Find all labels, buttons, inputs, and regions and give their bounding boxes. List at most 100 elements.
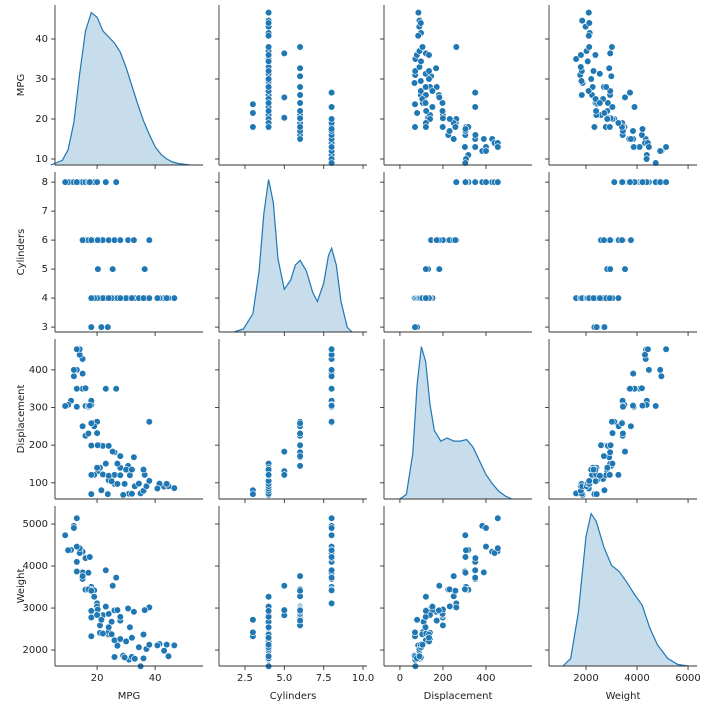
y-tick-label: 30 [35, 74, 48, 85]
scatter-point [249, 628, 257, 637]
scatter-point [105, 623, 113, 631]
scatter-point [606, 236, 614, 244]
y-tick-label: 20 [35, 114, 48, 125]
y-tick-label: 3 [42, 322, 48, 333]
scatter-point [94, 265, 102, 273]
scatter-point [482, 542, 490, 551]
scatter-point [439, 123, 447, 131]
scatter-point [265, 607, 273, 615]
scatter-point [328, 586, 336, 595]
scatter-point [618, 419, 626, 427]
scatter-point [600, 323, 609, 331]
scatter-point [139, 654, 148, 663]
scatter-point [296, 572, 304, 580]
scatter-point [70, 524, 78, 532]
scatter-point [265, 123, 273, 131]
scatter-point [93, 178, 101, 186]
scatter-point [265, 9, 273, 17]
scatter-point [435, 606, 443, 615]
scatter-point [265, 19, 273, 27]
scatter-point [644, 345, 652, 353]
scatter-point [414, 9, 423, 17]
scatter-point [107, 477, 116, 485]
scatter-point [153, 641, 161, 650]
kde-area [234, 179, 352, 332]
scatter-point [411, 628, 419, 637]
scatter-point [494, 544, 502, 552]
scatter-point [614, 294, 623, 302]
scatter-point [113, 480, 121, 488]
scatter-point [119, 491, 127, 499]
scatter-point [328, 531, 336, 539]
scatter-point [280, 114, 288, 122]
scatter-point [122, 637, 130, 646]
scatter-point [249, 100, 257, 108]
scatter-point [87, 471, 95, 479]
scatter-point [81, 384, 90, 392]
scatter-point [471, 573, 479, 582]
scatter-point [452, 43, 460, 51]
scatter-point [145, 418, 153, 426]
scatter-point [328, 143, 336, 151]
scatter-point [411, 100, 419, 108]
scatter-point [86, 553, 94, 561]
scatter-point [451, 587, 460, 595]
scatter-point [249, 109, 257, 117]
scatter-point [163, 640, 171, 649]
x-tick-label: 7.5 [316, 673, 332, 684]
scatter-point [421, 623, 430, 631]
scatter-point [105, 294, 113, 302]
scatter-point [451, 123, 460, 131]
scatter-point [93, 464, 101, 472]
scatter-point [606, 123, 614, 131]
scatter-point [621, 448, 629, 456]
scatter-point [600, 486, 609, 494]
scatter-point [629, 127, 637, 135]
scatter-point [446, 127, 454, 135]
scatter-point [296, 462, 304, 470]
scatter-point [638, 384, 646, 392]
scatter-point [596, 99, 604, 107]
scatter-point [99, 470, 107, 479]
scatter-point [265, 32, 273, 40]
scatter-point [84, 429, 92, 438]
scatter-point [439, 621, 447, 630]
scatter-point [606, 49, 614, 58]
scatter-point [296, 107, 304, 115]
x-tick-label: 2.5 [237, 673, 253, 684]
scatter-point [249, 490, 257, 498]
scatter-point [102, 460, 110, 468]
scatter-point [584, 87, 593, 95]
y-tick-label: 400 [29, 365, 48, 376]
scatter-point [461, 585, 469, 593]
scatter-point [494, 178, 502, 186]
scatter-point [608, 103, 617, 111]
scatter-point [105, 472, 113, 480]
scatter-point [451, 236, 460, 244]
scatter-point [589, 466, 598, 474]
scatter-point [328, 402, 336, 410]
scatter-point [600, 452, 608, 460]
y-tick-label: 2000 [23, 645, 48, 656]
scatter-point [422, 607, 430, 615]
scatter-point [87, 587, 95, 595]
scatter-point [593, 323, 601, 331]
x-tick-label: 10.0 [352, 673, 374, 684]
scatter-point [90, 593, 98, 601]
scatter-point [265, 107, 273, 115]
scatter-point [603, 115, 611, 123]
scatter-point [280, 582, 288, 590]
scatter-point [422, 107, 430, 115]
scatter-point [296, 441, 304, 449]
scatter-point [296, 419, 304, 427]
y-tick-label: 10 [35, 154, 48, 165]
scatter-point [163, 480, 171, 488]
scatter-point [328, 553, 336, 561]
scatter-point [61, 531, 69, 539]
y-tick-label: 3000 [23, 603, 48, 614]
scatter-point [296, 606, 304, 615]
scatter-point [432, 64, 440, 72]
scatter-point [585, 19, 593, 27]
scatter-point [265, 67, 273, 75]
